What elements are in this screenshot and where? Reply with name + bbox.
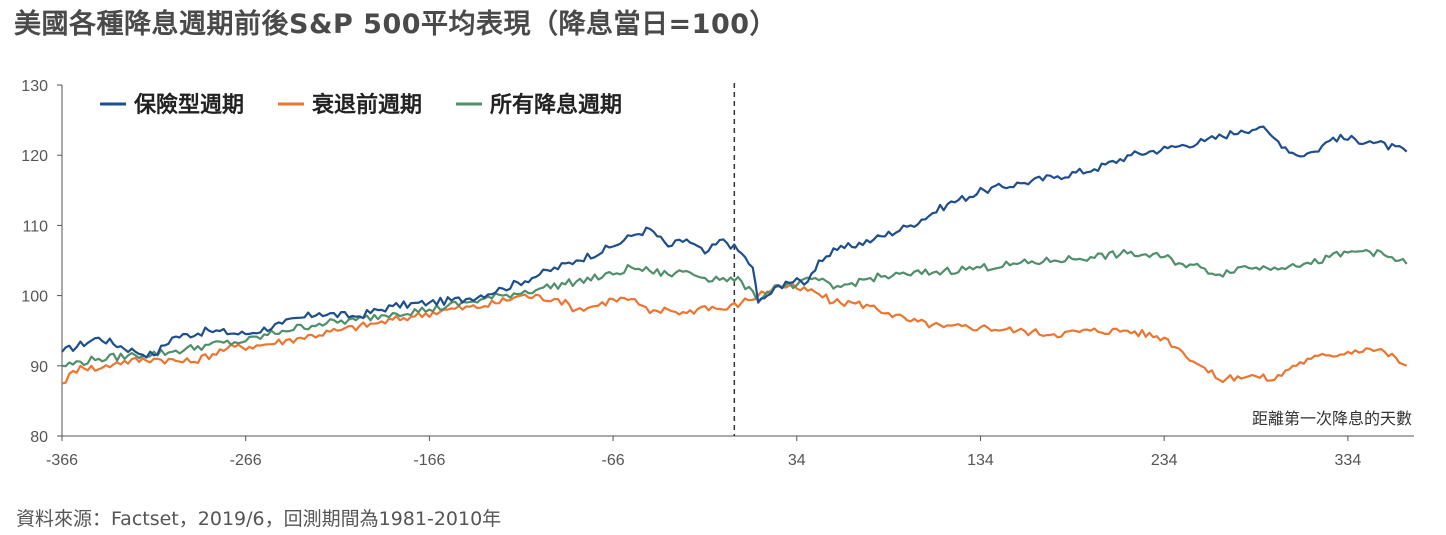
- y-tick-label: 110: [22, 218, 48, 235]
- x-tick-label: 234: [1151, 452, 1178, 469]
- legend-label-recession: 衰退前週期: [311, 92, 422, 118]
- x-axis-label: 距離第一次降息的天數: [1252, 409, 1412, 428]
- x-tick-label: -366: [46, 452, 78, 469]
- x-tick-label: 34: [788, 452, 806, 469]
- y-tick-label: 120: [21, 148, 48, 165]
- y-tick-label: 100: [21, 289, 48, 306]
- source-note: 資料來源：Factset，2019/6，回測期間為1981-2010年: [16, 508, 502, 530]
- legend: 保險型週期 衰退前週期 所有降息週期: [100, 92, 622, 118]
- line-chart: 80 90 100 110 120 130 -366 -266 -166 -66 34 134 234 3…: [21, 78, 1414, 469]
- y-tick-label: 80: [30, 429, 48, 446]
- axes: 80 90 100 110 120 130 -366 -266 -166 -66 34 134 234 3…: [21, 78, 1414, 469]
- x-tick-label: -66: [602, 452, 625, 469]
- legend-label-all: 所有降息週期: [490, 92, 622, 118]
- x-tick-label: 134: [967, 452, 994, 469]
- series-line-recession: [61, 283, 1408, 385]
- y-tick-label: 90: [30, 359, 48, 376]
- chart-title: 美國各種降息週期前後S&P 500平均表現（降息當日=100）: [14, 9, 778, 40]
- y-tick-label: 130: [21, 78, 48, 95]
- legend-label-insurance: 保險型週期: [133, 92, 244, 118]
- series-line-insurance: [61, 125, 1408, 359]
- series-line-all: [61, 248, 1408, 368]
- x-tick-label: -166: [413, 452, 445, 469]
- series-lines: [61, 125, 1408, 385]
- x-tick-label: -266: [230, 452, 262, 469]
- x-tick-label: 334: [1335, 452, 1362, 469]
